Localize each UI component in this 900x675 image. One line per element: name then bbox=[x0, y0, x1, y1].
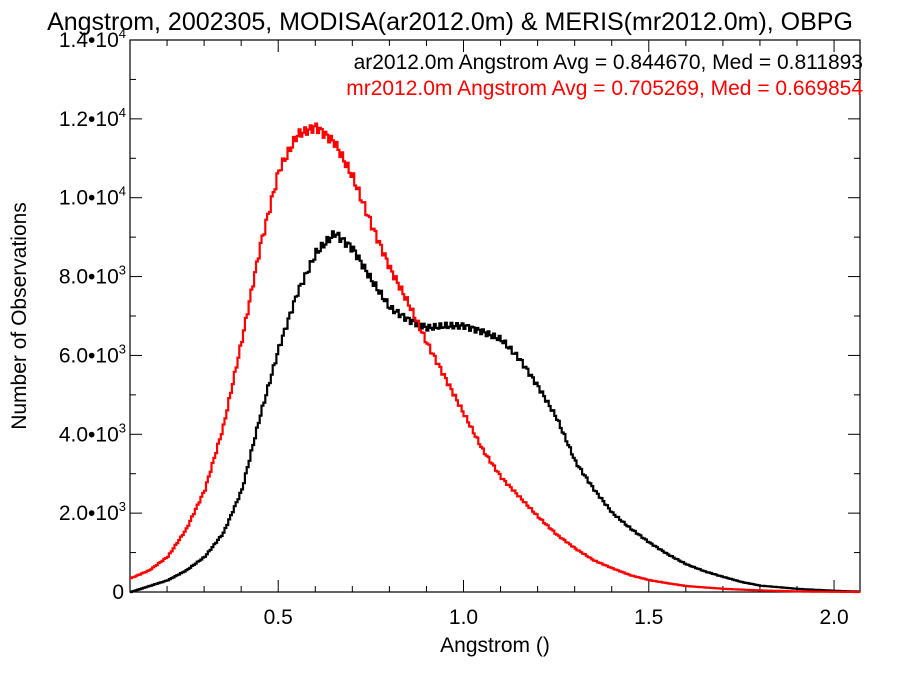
y-tick-label: 8.0•103 bbox=[59, 263, 126, 289]
chart-title: Angstrom, 2002305, MODISA(ar2012.0m) & M… bbox=[47, 8, 853, 36]
annotation-0: ar2012.0m Angstrom Avg = 0.844670, Med =… bbox=[354, 51, 863, 74]
y-tick-label: 2.0•103 bbox=[59, 499, 126, 525]
series-layer bbox=[130, 122, 860, 594]
plot-frame bbox=[129, 39, 861, 593]
x-axis-label: Angstrom () bbox=[440, 634, 550, 657]
x-tick-label: 1.0 bbox=[449, 606, 478, 629]
y-tick-label: 6.0•103 bbox=[59, 341, 126, 367]
series-line-0 bbox=[130, 230, 860, 594]
annotation-1: mr2012.0m Angstrom Avg = 0.705269, Med =… bbox=[346, 77, 863, 100]
y-tick-label: 1.2•104 bbox=[59, 105, 126, 131]
series-line-1 bbox=[130, 122, 860, 594]
y-axis-label: Number of Observations bbox=[8, 202, 31, 430]
y-tick-label: 1.4•104 bbox=[59, 26, 126, 52]
y-axis: 0 2.0•103 4.0•103 6.0•103 8.0•103 1.0•104 1.2•… bbox=[59, 26, 860, 604]
x-tick-label: 0.5 bbox=[264, 606, 293, 629]
plot-border bbox=[129, 39, 861, 593]
x-axis: 0.5 1.0 1.5 2.0 bbox=[129, 40, 849, 629]
y-tick-label: 0 bbox=[112, 581, 124, 604]
y-tick-label: 1.0•104 bbox=[59, 184, 126, 210]
y-tick-label: 4.0•103 bbox=[59, 420, 126, 446]
legend: ar2012.0m Angstrom Avg = 0.844670, Med =… bbox=[346, 51, 863, 100]
x-tick-label: 2.0 bbox=[819, 606, 848, 629]
x-tick-label: 1.5 bbox=[634, 606, 663, 629]
